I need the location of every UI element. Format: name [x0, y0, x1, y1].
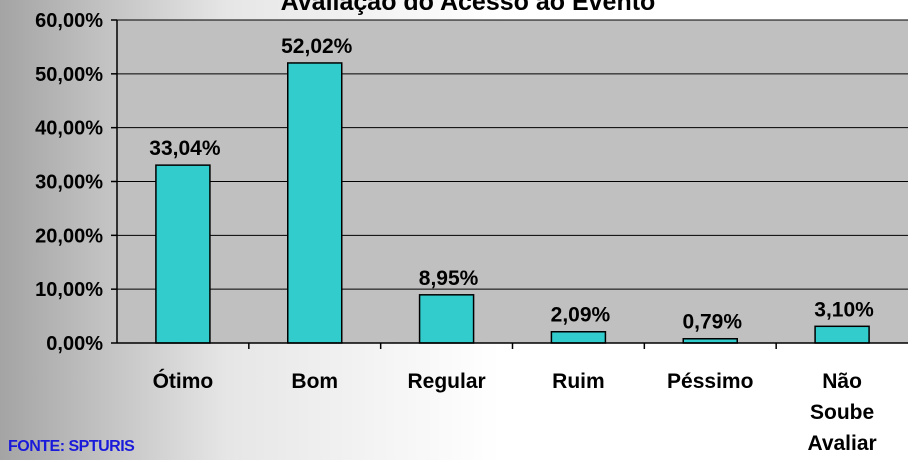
gridlines: [111, 19, 908, 344]
chart-title: Avaliação do Acesso ao Evento: [281, 0, 656, 16]
y-tick-labels: 0,00% 10,00% 20,00% 30,00% 40,00% 50,00% 60,00…: [35, 10, 103, 355]
category-label: Péssimo: [667, 370, 753, 393]
category-label: Regular: [407, 370, 485, 393]
bar: [418, 294, 475, 344]
category-label: Soube: [810, 401, 874, 424]
source-note: FONTE: SPTURIS: [8, 438, 135, 455]
bar: [814, 325, 870, 344]
y-tick-label: 60,00%: [35, 10, 103, 32]
axes: [116, 20, 908, 349]
data-label: 2,09%: [551, 304, 611, 327]
category-label: Bom: [291, 370, 338, 393]
y-tick-label: 30,00%: [35, 172, 103, 194]
data-label: 8,95%: [419, 267, 479, 290]
category-label: Não: [822, 370, 862, 393]
data-label: 0,79%: [682, 311, 742, 334]
y-tick-label: 0,00%: [46, 333, 103, 355]
category-label: Avaliar: [807, 432, 876, 455]
data-label: 3,10%: [814, 298, 874, 321]
bar: [287, 62, 343, 344]
category-labels: Ótimo Bom Regular Ruim Péssimo Não Soube Avalia…: [153, 369, 877, 455]
y-tick-label: 40,00%: [35, 118, 103, 140]
category-label: Ótimo: [153, 369, 214, 393]
y-tick-label: 20,00%: [35, 225, 103, 247]
data-labels: 33,04% 52,02% 8,95% 2,09% 0,79% 3,10%: [149, 35, 874, 334]
category-label: Ruim: [552, 370, 605, 393]
bar: [155, 164, 211, 344]
bars: [155, 62, 870, 344]
data-label: 52,02%: [281, 35, 353, 58]
data-label: 33,04%: [149, 137, 221, 160]
bar: [550, 330, 607, 344]
y-tick-label: 10,00%: [35, 279, 103, 301]
y-tick-label: 50,00%: [35, 64, 103, 86]
